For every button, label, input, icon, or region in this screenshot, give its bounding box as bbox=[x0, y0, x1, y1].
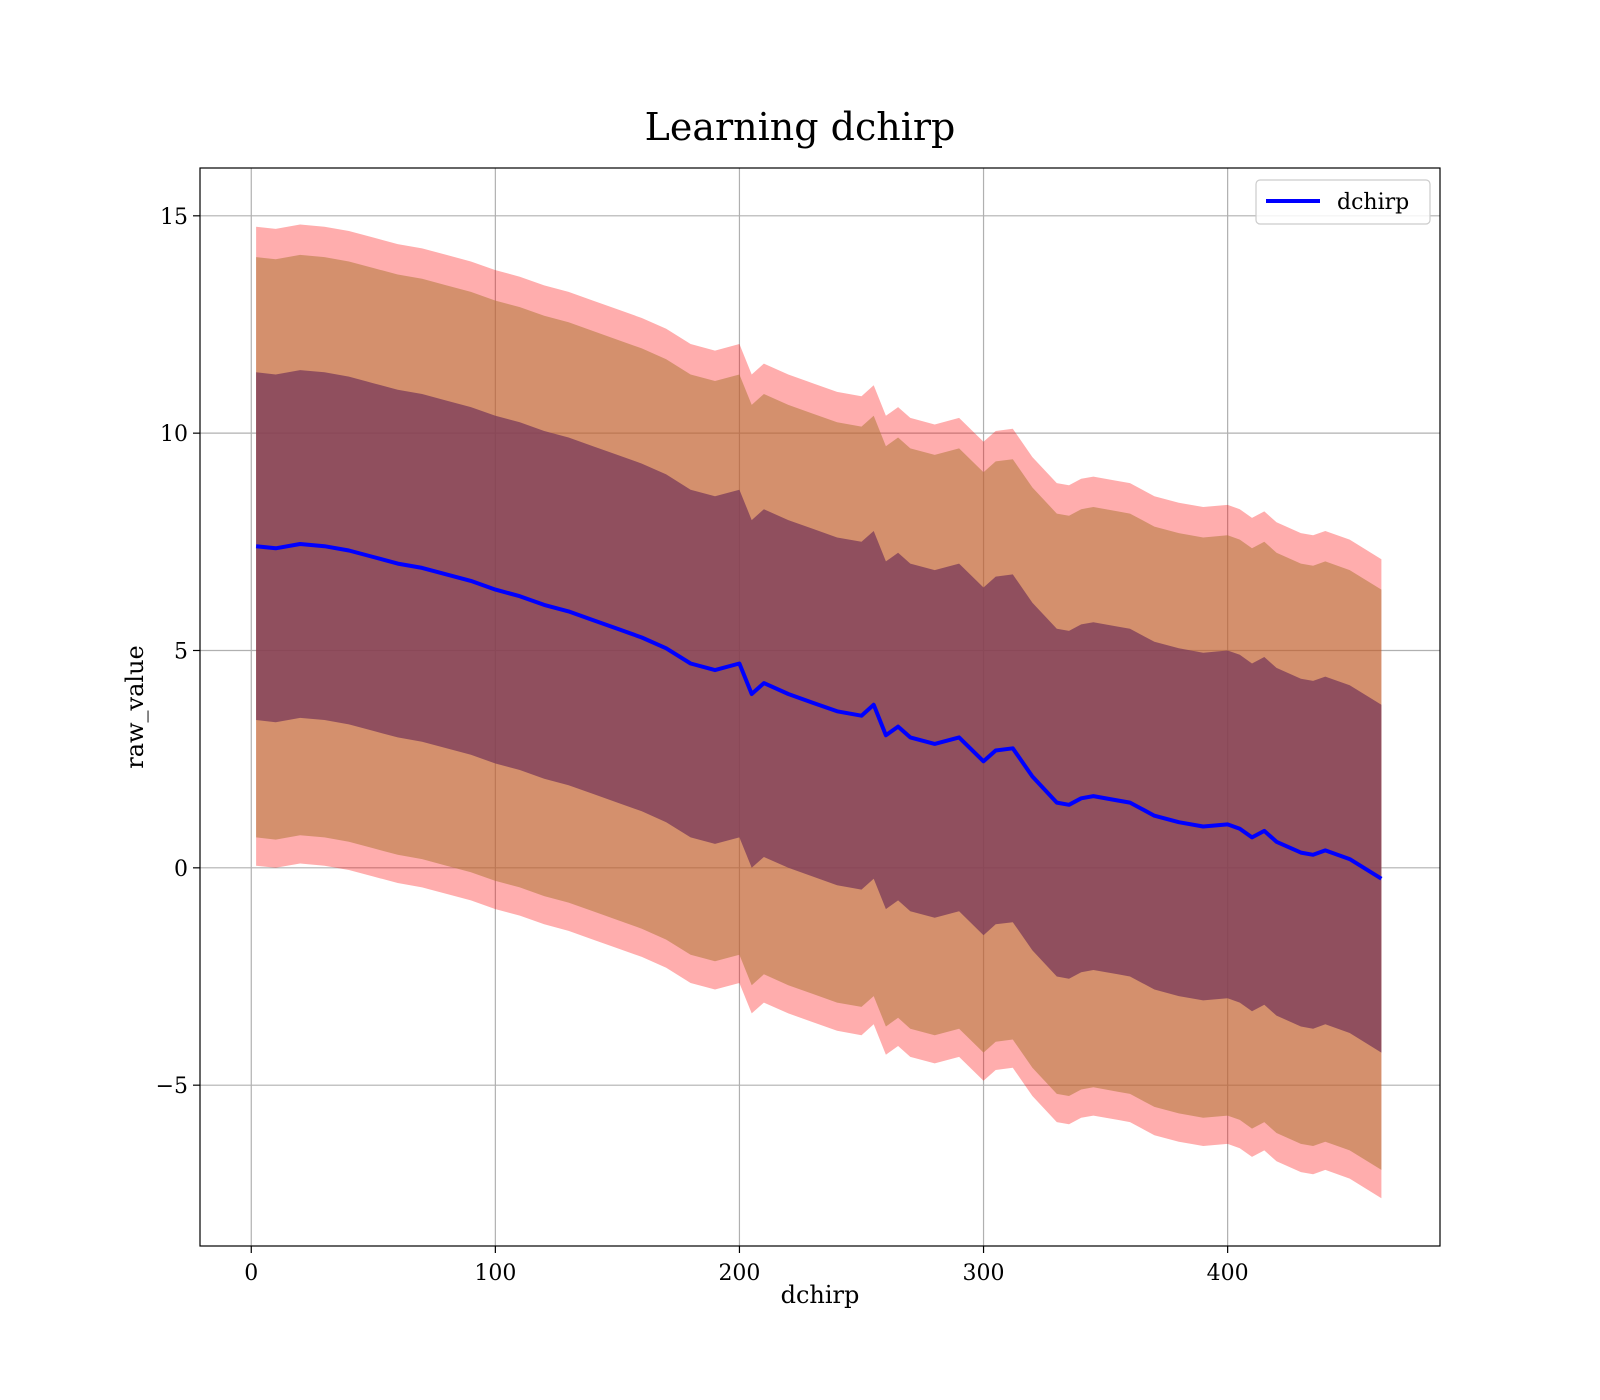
y-tick-label: −5 bbox=[156, 1074, 188, 1099]
legend-item-dchirp: dchirp bbox=[1337, 190, 1409, 215]
y-tick-label: 0 bbox=[174, 857, 188, 882]
legend: dchirp bbox=[1255, 179, 1431, 225]
x-tick-label: 400 bbox=[1207, 1261, 1249, 1286]
x-tick-label: 100 bbox=[474, 1261, 516, 1286]
axis-ticks: 0 100 200 300 400 −5 0 5 10 15 bbox=[156, 205, 1249, 1286]
x-tick-label: 0 bbox=[244, 1261, 258, 1286]
series-line-dchirp bbox=[255, 542, 1383, 881]
band-inner bbox=[256, 370, 1382, 1053]
legend-box bbox=[1255, 179, 1431, 225]
y-tick-label: 15 bbox=[160, 205, 188, 230]
y-axis-label: raw_value bbox=[121, 645, 149, 769]
y-tick-label: 5 bbox=[174, 639, 188, 664]
x-tick-label: 300 bbox=[963, 1261, 1005, 1286]
chart-title: Learning dchirp bbox=[645, 105, 956, 149]
x-axis-label: dchirp bbox=[781, 1281, 860, 1309]
series-lines bbox=[255, 542, 1383, 881]
y-tick-label: 10 bbox=[160, 422, 188, 447]
plot-frame bbox=[199, 167, 1441, 1247]
error-bands bbox=[256, 224, 1382, 1199]
x-tick-label: 200 bbox=[718, 1261, 760, 1286]
